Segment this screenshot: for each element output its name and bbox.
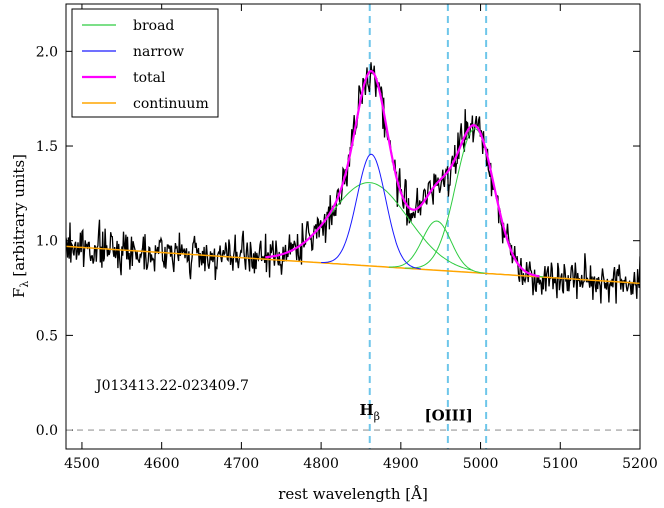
- y-tick-label: 0.5: [36, 328, 58, 344]
- hbeta-line-label: Hβ: [359, 401, 380, 423]
- y-tick-label: 2.0: [36, 44, 58, 60]
- x-ticks: 4500 4600 4700 4800 4900 5000 5100 5200: [64, 4, 658, 472]
- x-tick-label: 5000: [463, 456, 499, 472]
- y-axis-label-subscript: λ: [18, 281, 31, 288]
- y-axis-label-units: [arbitrary units]: [10, 154, 28, 277]
- object-name: J013413.22-023409.7: [94, 378, 249, 394]
- y-ticks: 0.0 0.5 1.0 1.5 2.0: [36, 44, 640, 439]
- plot-frame: [65, 3, 641, 450]
- hbeta-label-subscript: β: [374, 410, 380, 423]
- x-tick-label: 4800: [303, 456, 339, 472]
- narrow-hbeta-component-line: [321, 153, 421, 270]
- legend-label-broad: broad: [133, 18, 174, 34]
- x-tick-label: 5100: [542, 456, 578, 472]
- y-axis-label: Fλ [arbitrary units]: [10, 154, 31, 298]
- legend-box: [71, 8, 219, 118]
- total-fit-line: [265, 69, 540, 278]
- broad-oiii-4959-component-line: [388, 220, 485, 274]
- x-axis-label: rest wavelength [Å]: [278, 485, 428, 503]
- x-tick-label: 4700: [224, 456, 260, 472]
- continuum-line: [66, 245, 640, 285]
- legend-label-narrow: narrow: [133, 44, 184, 60]
- y-tick-label: 1.5: [36, 139, 58, 155]
- x-tick-label: 4600: [144, 456, 180, 472]
- oiii-line-label: [OIII]: [425, 407, 473, 425]
- legend-label-continuum: continuum: [133, 96, 209, 112]
- y-tick-label: 0.0: [36, 423, 58, 439]
- x-tick-label: 4500: [64, 456, 100, 472]
- y-axis-label-main: F: [10, 288, 28, 298]
- hbeta-label-text: H: [359, 401, 373, 419]
- x-tick-label: 5200: [622, 456, 658, 472]
- legend-label-total: total: [133, 70, 166, 86]
- legend: broad narrow total continuum: [71, 8, 219, 118]
- y-tick-label: 1.0: [36, 234, 58, 250]
- x-tick-label: 4900: [383, 456, 419, 472]
